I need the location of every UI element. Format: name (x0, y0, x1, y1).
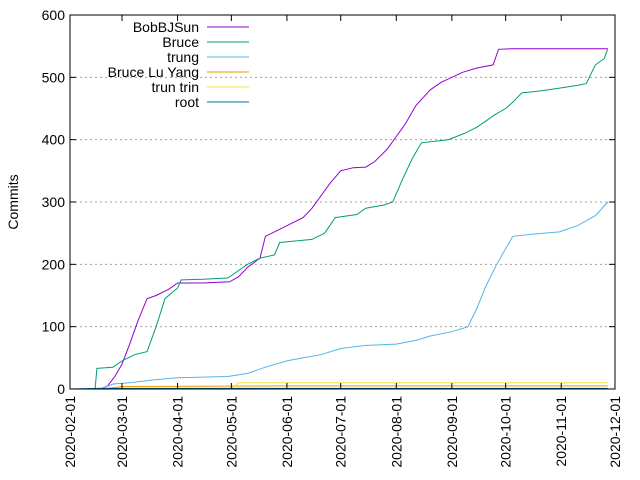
y-tick-label: 400 (42, 132, 66, 148)
x-tick-label: 2020-02-01 (62, 396, 78, 468)
x-tick-label: 2020-04-01 (170, 396, 186, 468)
legend-label: BobBJSun (133, 19, 199, 35)
x-tick-label: 2020-07-01 (333, 396, 349, 468)
y-axis-ticks: 0 100 200 300 400 500 600 (42, 7, 615, 397)
x-tick-label: 2020-12-01 (607, 396, 623, 468)
x-tick-label: 2020-09-01 (444, 396, 460, 468)
y-tick-label: 0 (57, 381, 65, 397)
y-tick-label: 200 (42, 256, 66, 272)
legend-label: Bruce (162, 34, 199, 50)
series-line-0 (100, 48, 608, 390)
series-line-4 (230, 382, 608, 390)
legend-label: trun trin (152, 79, 199, 95)
x-tick-label: 2020-05-01 (223, 396, 239, 468)
grid-lines (70, 76, 615, 328)
series-line-2 (100, 201, 609, 390)
x-tick-label: 2020-03-01 (114, 396, 130, 468)
x-tick-label: 2020-08-01 (388, 396, 404, 468)
x-tick-label: 2020-11-01 (553, 396, 569, 467)
legend-label: root (175, 94, 199, 110)
y-tick-label: 300 (42, 194, 66, 210)
series-lines (69, 48, 609, 390)
x-tick-label: 2020-06-01 (279, 396, 295, 468)
legend-label: Bruce Lu Yang (108, 64, 199, 80)
legend-label: trung (167, 49, 199, 65)
y-tick-label: 100 (42, 319, 66, 335)
series-line-1 (94, 48, 609, 390)
y-axis-label: Commits (5, 174, 21, 229)
x-tick-label: 2020-10-01 (498, 396, 514, 468)
y-tick-label: 500 (42, 69, 66, 85)
y-tick-label: 600 (42, 7, 66, 23)
x-axis-ticks: 2020-02-01 2020-03-01 2020-04-01 2020-05-01… (62, 15, 623, 468)
series-line-3 (104, 385, 608, 390)
